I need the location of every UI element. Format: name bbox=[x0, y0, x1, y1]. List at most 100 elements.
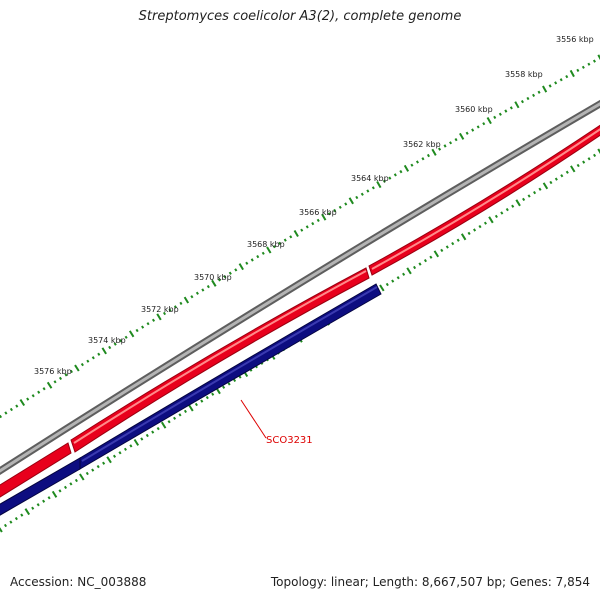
minor-scale-tick bbox=[300, 228, 304, 232]
minor-scale-tick bbox=[560, 174, 564, 178]
genome-backbone-highlight bbox=[0, 102, 600, 473]
minor-scale-tick bbox=[438, 147, 442, 151]
minor-scale-tick bbox=[587, 157, 591, 161]
scale-label: 3558 kbp bbox=[505, 70, 543, 79]
page-title: Streptomyces coelicolor A3(2), complete … bbox=[138, 9, 462, 24]
minor-scale-tick bbox=[526, 96, 530, 101]
minor-scale-tick bbox=[179, 301, 183, 306]
minor-scale-tick bbox=[565, 170, 569, 174]
minor-scale-tick bbox=[483, 221, 487, 225]
major-scale-tick bbox=[51, 490, 58, 498]
minor-scale-tick bbox=[223, 274, 227, 279]
minor-scale-tick bbox=[473, 228, 477, 232]
major-scale-tick bbox=[403, 164, 410, 172]
major-scale-tick bbox=[79, 473, 85, 481]
minor-scale-tick bbox=[96, 464, 100, 469]
minor-scale-tick bbox=[146, 322, 150, 326]
scale-label: 3562 kbp bbox=[403, 140, 441, 149]
minor-scale-tick bbox=[0, 414, 3, 419]
minor-scale-tick bbox=[113, 342, 117, 346]
minor-scale-tick bbox=[183, 409, 187, 414]
minor-scale-tick bbox=[587, 62, 591, 66]
minor-scale-tick bbox=[289, 235, 293, 239]
major-scale-tick bbox=[459, 132, 465, 140]
minor-scale-tick bbox=[391, 279, 395, 283]
minor-scale-tick bbox=[478, 224, 482, 229]
minor-scale-tick bbox=[69, 369, 73, 374]
minor-scale-tick bbox=[217, 278, 221, 282]
minor-scale-tick bbox=[311, 222, 315, 226]
minor-scale-tick bbox=[451, 241, 455, 246]
major-scale-tick bbox=[0, 527, 3, 533]
minor-scale-tick bbox=[454, 137, 458, 142]
minor-scale-tick bbox=[74, 478, 78, 483]
scale-label: 3568 kbp bbox=[247, 240, 285, 249]
minor-scale-tick bbox=[178, 413, 182, 417]
major-scale-tick bbox=[156, 313, 162, 321]
minor-scale-tick bbox=[156, 426, 160, 431]
minor-scale-tick bbox=[498, 112, 502, 116]
minor-scale-tick bbox=[465, 131, 469, 135]
forward-gene-arrow[interactable] bbox=[70, 267, 370, 453]
minor-scale-tick bbox=[141, 325, 145, 329]
minor-scale-tick bbox=[385, 282, 389, 287]
minor-scale-tick bbox=[554, 81, 558, 85]
major-scale-tick bbox=[321, 213, 327, 221]
minor-scale-tick bbox=[140, 437, 144, 441]
minor-scale-tick bbox=[413, 265, 417, 270]
major-scale-tick bbox=[379, 284, 385, 292]
minor-scale-tick bbox=[119, 339, 123, 343]
minor-scale-tick bbox=[9, 407, 13, 412]
minor-scale-tick bbox=[168, 308, 172, 312]
minor-scale-tick bbox=[129, 444, 133, 448]
minor-scale-tick bbox=[151, 430, 155, 434]
minor-scale-tick bbox=[511, 204, 515, 208]
reverse-gene-highlight bbox=[81, 286, 378, 462]
minor-scale-tick bbox=[504, 109, 508, 113]
minor-scale-tick bbox=[410, 163, 414, 167]
minor-scale-tick bbox=[91, 356, 95, 360]
minor-scale-tick bbox=[9, 520, 13, 524]
major-scale-tick bbox=[542, 85, 548, 93]
major-scale-tick bbox=[266, 246, 272, 254]
major-scale-tick bbox=[542, 182, 549, 190]
major-scale-tick bbox=[74, 364, 80, 372]
minor-scale-tick bbox=[360, 192, 364, 196]
minor-scale-tick bbox=[520, 100, 524, 104]
minor-scale-tick bbox=[37, 390, 41, 394]
minor-scale-tick bbox=[69, 482, 73, 486]
minor-scale-tick bbox=[456, 238, 460, 242]
reverse-gene-arrow-SCO3231[interactable] bbox=[79, 283, 382, 470]
minor-scale-tick bbox=[31, 506, 35, 510]
minor-scale-tick bbox=[549, 180, 553, 185]
minor-scale-tick bbox=[576, 68, 580, 73]
minor-scale-tick bbox=[554, 177, 558, 181]
major-scale-tick bbox=[183, 296, 190, 304]
minor-scale-tick bbox=[333, 208, 337, 213]
major-scale-tick bbox=[569, 69, 575, 78]
minor-scale-tick bbox=[316, 218, 320, 222]
minor-scale-tick bbox=[206, 284, 210, 289]
forward-gene-arrow[interactable] bbox=[0, 442, 72, 498]
minor-scale-tick bbox=[233, 378, 237, 383]
minor-scale-tick bbox=[449, 141, 453, 145]
minor-scale-tick bbox=[15, 404, 19, 408]
minor-scale-tick bbox=[167, 420, 171, 424]
gene-label-SCO3231[interactable]: SCO3231 bbox=[266, 435, 313, 446]
scale-label: 3566 kbp bbox=[299, 208, 337, 217]
scale-label: 3560 kbp bbox=[455, 105, 493, 114]
major-scale-tick bbox=[293, 229, 299, 238]
major-scale-tick bbox=[19, 399, 26, 407]
major-scale-tick bbox=[160, 421, 167, 429]
minor-scale-tick bbox=[47, 496, 51, 500]
minor-scale-tick bbox=[4, 411, 8, 415]
minor-scale-tick bbox=[382, 179, 386, 183]
minor-scale-tick bbox=[3, 523, 8, 528]
minor-scale-tick bbox=[112, 454, 117, 458]
minor-scale-tick bbox=[418, 262, 422, 266]
minor-scale-tick bbox=[440, 248, 444, 253]
outer-scale-ticks bbox=[0, 54, 600, 419]
minor-scale-tick bbox=[228, 271, 232, 275]
minor-scale-tick bbox=[31, 394, 35, 398]
